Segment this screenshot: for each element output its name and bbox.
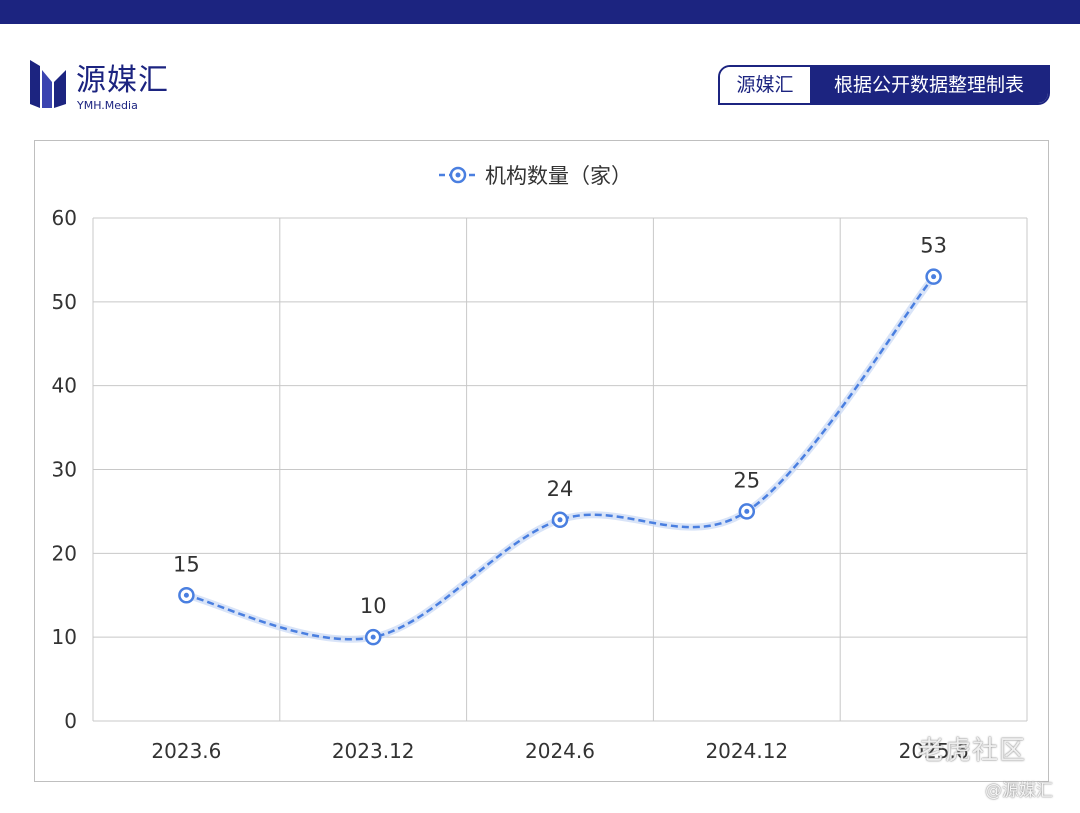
source-badge: 源媒汇 根据公开数据整理制表 (718, 65, 1050, 105)
x-tick-label: 2025.6 (899, 739, 969, 763)
series-line-glow (182, 273, 938, 643)
data-label: 53 (920, 234, 947, 258)
legend-marker-core (455, 172, 461, 178)
source-brand: 源媒汇 (720, 67, 810, 103)
data-point-core (183, 592, 189, 598)
logo-chinese-text: 源媒汇 (76, 63, 169, 98)
legend-label: 机构数量（家） (485, 164, 632, 188)
y-tick-label: 60 (52, 206, 77, 230)
data-label: 24 (547, 477, 574, 501)
data-label: 25 (733, 468, 760, 492)
data-point-core (744, 508, 750, 514)
chart-frame: 0 10 20 30 40 50 60 2023.6 2023.12 2024.6 2024.12 2… (34, 140, 1049, 782)
data-point-core (370, 634, 376, 640)
top-banner (0, 0, 1080, 24)
y-tick-label: 50 (52, 290, 77, 314)
data-label: 10 (360, 594, 387, 618)
line-chart: 0 10 20 30 40 50 60 2023.6 2023.12 2024.6 2024.12 2… (52, 164, 1028, 763)
logo-mark-icon (30, 60, 66, 108)
series-line (186, 275, 935, 641)
source-note: 根据公开数据整理制表 (810, 67, 1048, 103)
y-tick-label: 0 (64, 709, 77, 733)
watermark-sub: @源媒汇 (985, 781, 1053, 801)
watermark: 老虎社区 (918, 736, 1027, 766)
x-tick-label: 2024.12 (705, 739, 788, 763)
y-tick-label: 30 (52, 458, 77, 482)
brand-logo: 源媒汇 YMH.Media (30, 60, 190, 112)
data-label: 15 (173, 552, 200, 576)
x-tick-label: 2024.6 (525, 739, 595, 763)
x-tick-label: 2023.6 (151, 739, 221, 763)
y-tick-label: 20 (52, 541, 77, 565)
x-tick-label: 2023.12 (332, 739, 415, 763)
y-tick-label: 10 (52, 625, 77, 649)
data-point-core (931, 274, 937, 280)
y-tick-label: 40 (52, 374, 77, 398)
data-point-core (557, 517, 563, 523)
logo-english-text: YMH.Media (77, 99, 138, 112)
